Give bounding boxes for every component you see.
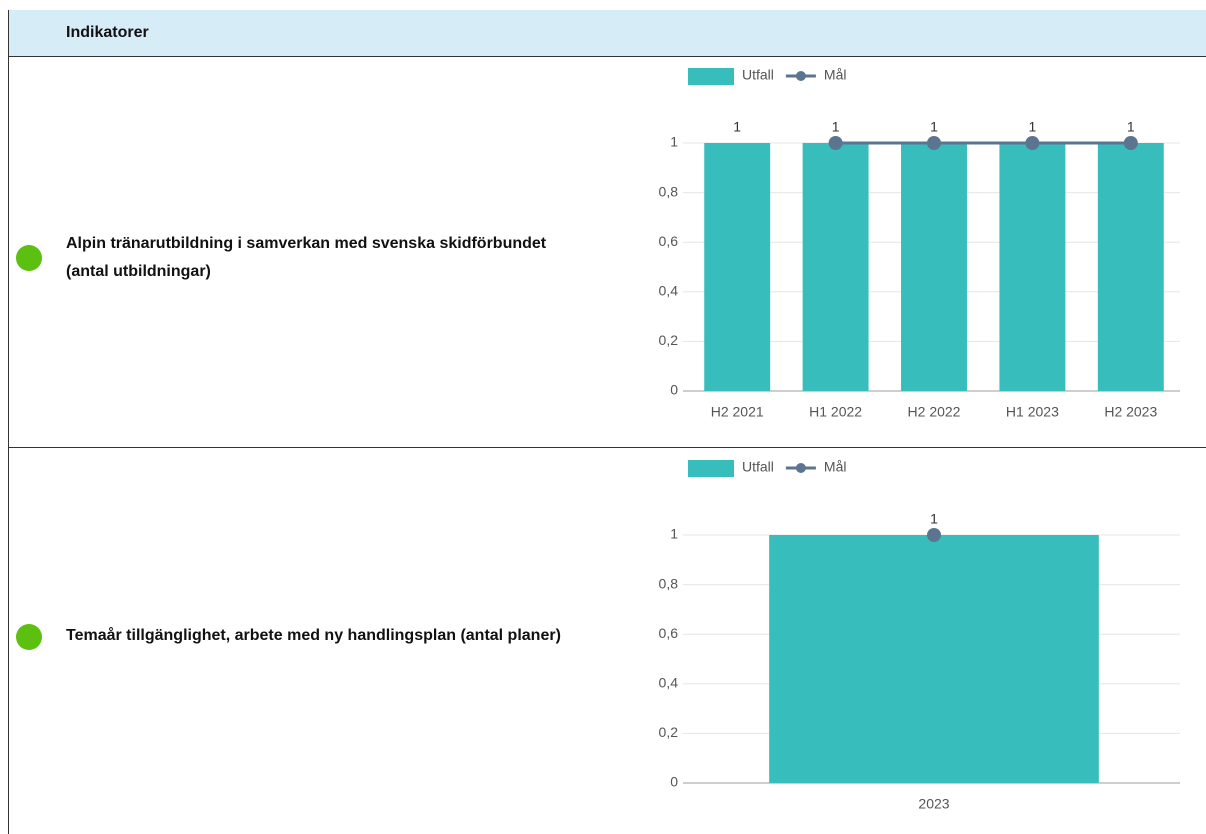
bar [704, 143, 771, 391]
data-label: 1 [733, 119, 741, 135]
target-marker [927, 528, 941, 542]
legend-marker [795, 463, 806, 473]
chart: 0 0,2 0,4 0,6 0,8 1 Utfall Mål 2023 1 [659, 459, 1180, 812]
legend-label: Mål [824, 459, 847, 475]
bar [769, 535, 1099, 783]
data-label: 1 [832, 119, 840, 135]
y-tick-label: 0,8 [659, 183, 679, 199]
y-tick-label: 0,2 [659, 332, 679, 348]
legend-label: Utfall [742, 459, 774, 475]
header-title: Indikatorer [66, 24, 149, 41]
y-tick-label: 0 [670, 382, 678, 398]
data-label: 1 [930, 511, 938, 527]
table-border [8, 10, 9, 834]
row-border [8, 447, 1206, 448]
y-tick-label: 0,6 [659, 625, 679, 641]
y-tick-label: 0,6 [659, 233, 679, 249]
legend-swatch [688, 68, 734, 85]
table-header: Indikatorer [8, 10, 1206, 57]
target-marker [1123, 136, 1138, 150]
bar [1097, 143, 1164, 391]
x-tick-label: H2 2022 [908, 404, 961, 420]
legend-label: Utfall [742, 67, 774, 83]
data-label: 1 [1029, 119, 1037, 135]
data-label: 1 [930, 119, 938, 135]
indicator-label: Temaår tillgänglighet, arbete med ny han… [66, 627, 561, 644]
status-dot [16, 624, 42, 650]
target-marker [927, 136, 941, 150]
y-tick-label: 1 [670, 526, 678, 542]
bar [999, 143, 1066, 391]
y-tick-label: 1 [670, 134, 678, 150]
x-tick-label: 2023 [918, 796, 949, 812]
x-tick-label: H2 2023 [1104, 404, 1157, 420]
y-tick-label: 0 [670, 774, 678, 790]
legend-marker [795, 71, 806, 81]
x-tick-label: H2 2021 [711, 404, 764, 420]
bar [802, 143, 869, 391]
y-tick-label: 0,4 [659, 675, 679, 691]
bar [901, 143, 967, 391]
target-marker [1025, 136, 1040, 150]
indicator-label: Alpin tränarutbildning i samverkan med s… [66, 235, 547, 280]
x-tick-label: H1 2023 [1006, 404, 1059, 420]
x-tick-label: H1 2022 [809, 404, 862, 420]
legend-label: Mål [824, 67, 847, 83]
target-marker [828, 136, 843, 150]
y-tick-label: 0,4 [659, 283, 679, 299]
legend-swatch [688, 460, 734, 477]
y-tick-label: 0,8 [659, 575, 679, 591]
status-dot [16, 245, 42, 271]
chart: 0 0,2 0,4 0,6 0,8 1 Utfall Mål H2 2021 H1 2022 H2 … [659, 67, 1180, 420]
y-tick-label: 0,2 [659, 724, 679, 740]
data-label: 1 [1127, 119, 1135, 135]
